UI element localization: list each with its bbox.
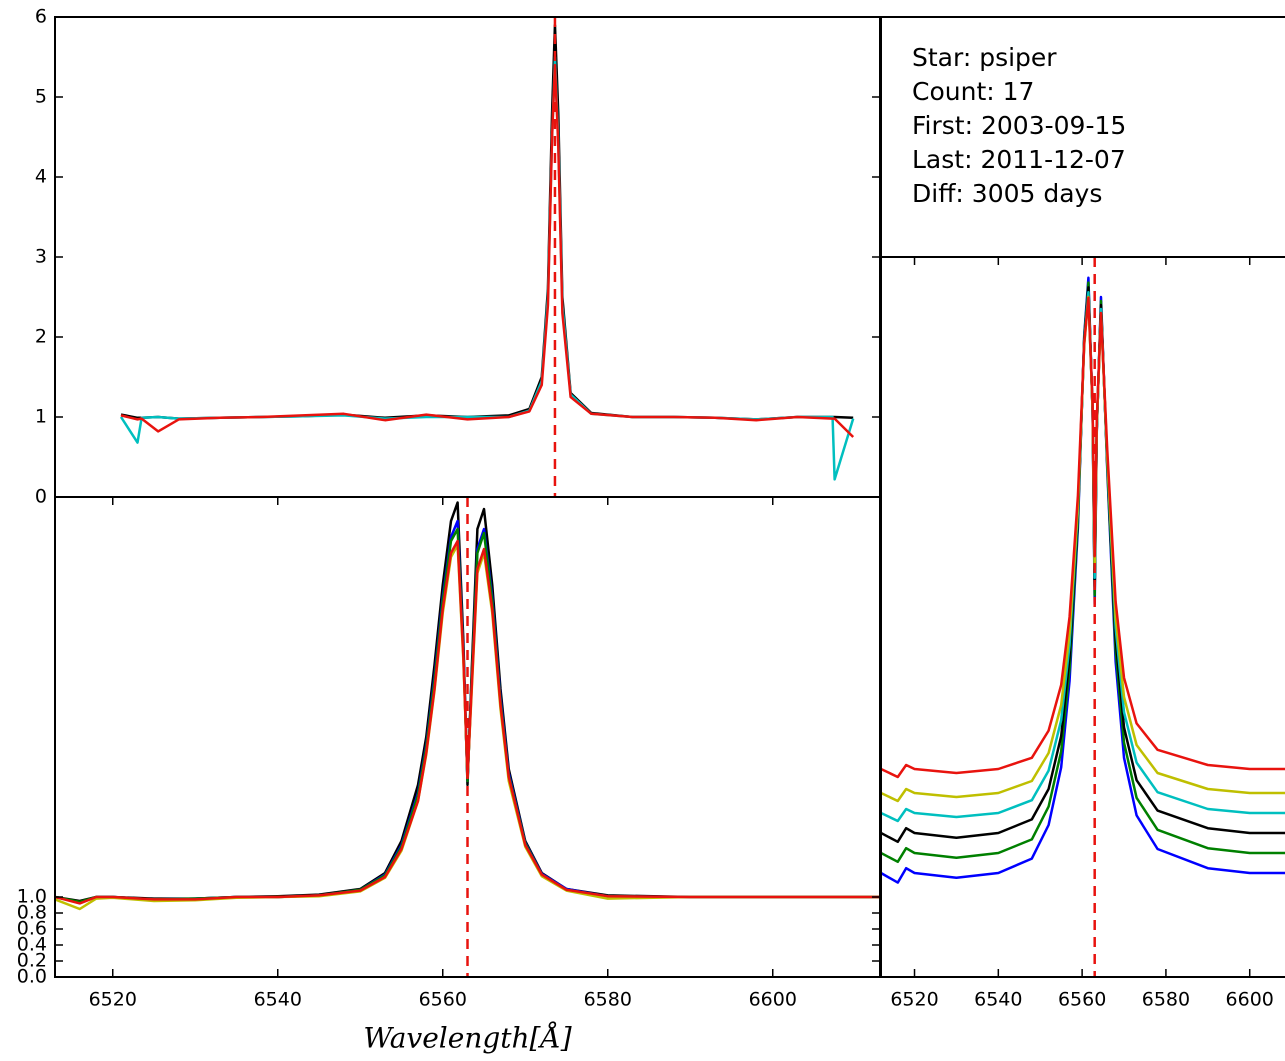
y-tick-label: 5 bbox=[35, 86, 47, 108]
axes-frame bbox=[880, 256, 1285, 978]
x-tick-label: 6600 bbox=[749, 989, 797, 1011]
y-tick-label: 0.6 bbox=[17, 918, 47, 940]
y-tick-label: 1.0 bbox=[17, 886, 47, 908]
x-tick-label: 6540 bbox=[254, 989, 302, 1011]
x-tick-label: 6580 bbox=[584, 989, 632, 1011]
y-tick-label: 0.0 bbox=[17, 966, 47, 988]
axes: 0 1 2 3 4 5 6 bbox=[35, 6, 881, 508]
info-line: Count: 17 bbox=[912, 77, 1034, 106]
x-tick-label: 6520 bbox=[89, 989, 137, 1011]
y-tick-label: 0.8 bbox=[17, 902, 47, 924]
y-tick-label: 0.4 bbox=[17, 934, 47, 956]
info-box: Star: psiper Count: 17 First: 2003-09-15 La… bbox=[880, 16, 1285, 258]
x-axis-label: Wavelength[Å] bbox=[363, 1022, 571, 1055]
spectrum-line bbox=[881, 286, 1285, 844]
spectrum-line bbox=[119, 55, 855, 481]
x-tick-label: 6560 bbox=[1058, 989, 1106, 1011]
axes: 0.00.20.40.60.81.0 6520 6540 6560 6580 6600 Wa… bbox=[17, 496, 881, 1055]
info-line: Last: 2011-12-07 bbox=[912, 145, 1126, 174]
spectrum-line bbox=[881, 281, 1285, 864]
y-tick-label: 3 bbox=[35, 246, 47, 268]
plot-area bbox=[881, 257, 1285, 977]
info-line: Diff: 3005 days bbox=[912, 179, 1102, 208]
plot-area bbox=[119, 17, 855, 497]
spectrum-line bbox=[55, 539, 880, 905]
y-tick-label: 2 bbox=[35, 326, 47, 348]
y-tick-label: 6 bbox=[35, 6, 47, 28]
plot-area bbox=[55, 497, 880, 977]
x-tick-label: 6600 bbox=[1226, 989, 1274, 1011]
y-tick-label: 0 bbox=[35, 486, 47, 508]
y-tick-label: 4 bbox=[35, 166, 47, 188]
axes-frame bbox=[54, 16, 881, 498]
x-tick-label: 6560 bbox=[419, 989, 467, 1011]
spectrum-line bbox=[881, 296, 1285, 779]
x-tick-label: 6580 bbox=[1142, 989, 1190, 1011]
spectrum-line bbox=[881, 290, 1285, 823]
spectrum-line bbox=[881, 276, 1285, 884]
y-tick-label: 1 bbox=[35, 406, 47, 428]
x-tick-label: 6520 bbox=[890, 989, 938, 1011]
info-line: First: 2003-09-15 bbox=[912, 111, 1126, 140]
spectrum-line bbox=[120, 23, 854, 421]
spectrum-line bbox=[120, 63, 855, 438]
info-line: Star: psiper bbox=[912, 43, 1057, 72]
axes: 6520 6540 6560 6580 6600 bbox=[880, 256, 1285, 1011]
x-tick-label: 6540 bbox=[974, 989, 1022, 1011]
y-tick-label: 0.2 bbox=[17, 950, 47, 972]
